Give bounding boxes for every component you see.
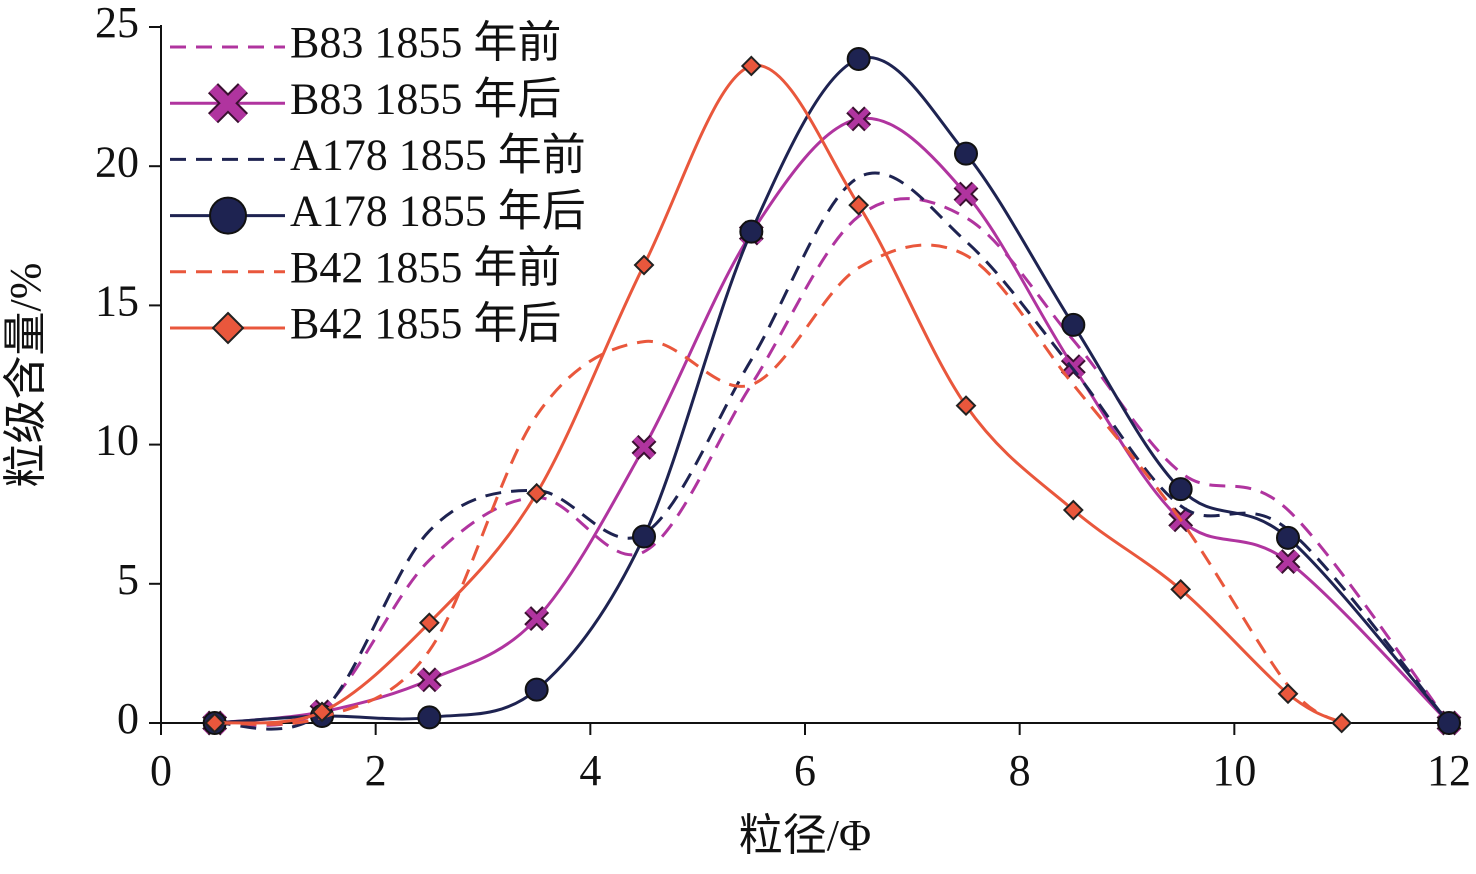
marker [740, 55, 762, 77]
series-line [214, 55, 1451, 725]
marker [955, 395, 977, 417]
marker [417, 705, 442, 730]
legend-item: B42 1855 年前 [170, 243, 561, 292]
marker [1062, 499, 1084, 521]
legend-item: B83 1855 年后 [170, 74, 561, 123]
series-line [214, 243, 1343, 726]
marker-core [1276, 550, 1300, 573]
x-tick-label: 0 [150, 746, 172, 795]
marker [1060, 354, 1086, 380]
marker [1168, 477, 1193, 502]
y-tick-label: 0 [117, 694, 139, 743]
y-tick-label: 20 [95, 137, 139, 186]
x-tick-label: 12 [1427, 746, 1471, 795]
marker [953, 181, 979, 207]
series-line [214, 171, 1451, 731]
marker [1437, 711, 1461, 735]
marker [1276, 525, 1300, 550]
y-tick-label: 5 [117, 555, 139, 604]
marker [846, 106, 872, 132]
marker-core [632, 436, 656, 459]
legend-item: A178 1855 年前 [170, 130, 586, 179]
marker [524, 606, 550, 632]
legend-label: B83 1855 年后 [290, 74, 561, 123]
marker [416, 667, 442, 693]
legend-label: B42 1855 年后 [290, 299, 561, 348]
marker-core [209, 84, 247, 122]
marker [311, 701, 333, 723]
y-tick-label: 15 [95, 276, 139, 325]
legend-label: B42 1855 年前 [290, 243, 561, 292]
x-tick-label: 8 [1009, 746, 1031, 795]
marker [524, 677, 549, 702]
marker [632, 524, 656, 549]
legend-item: A178 1855 年后 [170, 187, 586, 236]
marker [739, 219, 764, 244]
x-tick-label: 4 [579, 746, 601, 795]
marker-core [954, 183, 978, 206]
x-axis-title: 粒径/Φ [739, 811, 871, 860]
marker [1275, 549, 1301, 574]
marker-core [525, 607, 548, 630]
y-axis-title: 粒级含量/% [1, 263, 50, 488]
marker-core [1062, 355, 1085, 378]
x-tick-label: 2 [365, 746, 387, 795]
y-tick-label: 25 [95, 0, 139, 47]
marker [526, 482, 548, 504]
marker [418, 612, 440, 634]
legend-label: A178 1855 年前 [290, 130, 586, 179]
y-tick-label: 10 [95, 416, 139, 465]
marker [209, 196, 247, 235]
marker [1277, 683, 1299, 705]
series-line [214, 197, 1451, 727]
legend-item: B83 1855 年前 [170, 18, 561, 67]
marker [204, 712, 226, 734]
marker [846, 47, 871, 72]
marker [211, 311, 245, 345]
legend-label: B83 1855 年前 [290, 18, 561, 67]
marker [848, 194, 870, 216]
series-line [214, 116, 1451, 725]
marker [1331, 712, 1353, 734]
marker [1170, 578, 1192, 600]
marker [631, 434, 657, 460]
x-tick-label: 6 [794, 746, 816, 795]
marker-core [847, 107, 870, 130]
x-tick-label: 10 [1212, 746, 1256, 795]
marker [207, 83, 249, 124]
legend-item: B42 1855 年后 [170, 299, 561, 348]
marker [1061, 312, 1086, 337]
legend-label: A178 1855 年后 [290, 187, 586, 236]
marker-core [418, 668, 441, 691]
marker [633, 254, 655, 276]
marker [954, 141, 978, 166]
